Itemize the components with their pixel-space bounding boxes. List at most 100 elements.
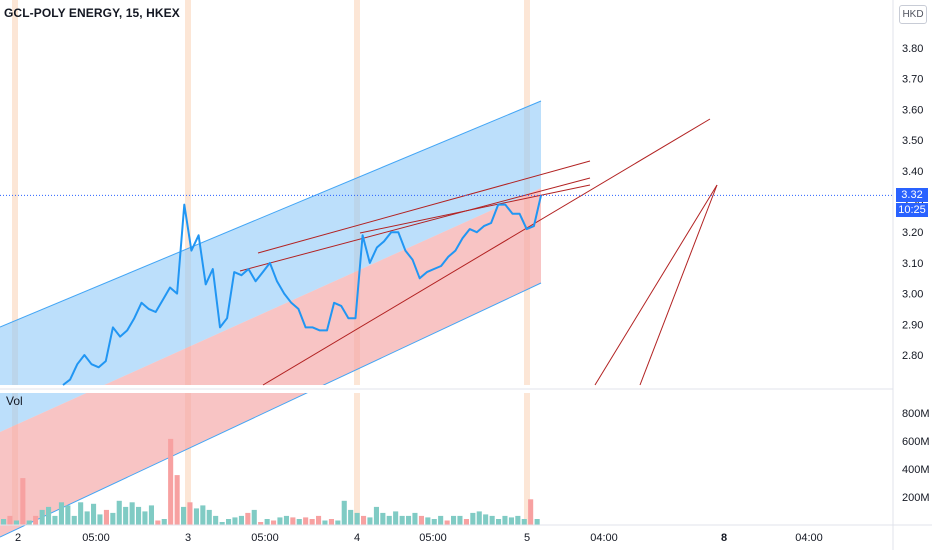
trendline-3	[594, 184, 718, 386]
volume-bar	[386, 515, 392, 525]
volume-bar	[296, 519, 302, 525]
volume-bar	[328, 519, 334, 525]
vol-tick-label: 200M	[902, 492, 930, 504]
volume-bar	[271, 520, 277, 525]
volume-bar	[232, 517, 238, 525]
x-tick-label: 05:00	[419, 532, 447, 544]
volume-bar	[142, 511, 148, 525]
volume-bar	[354, 512, 360, 525]
volume-bar	[316, 515, 322, 525]
y-tick-label: 2.90	[902, 319, 923, 331]
volume-bar	[251, 509, 257, 525]
volume-bar	[470, 512, 476, 525]
y-tick-label: 3.50	[902, 135, 923, 147]
volume-bar	[277, 517, 283, 525]
volume-bar	[1, 519, 7, 525]
vol-tick-label: 600M	[902, 436, 930, 448]
volume-bar	[116, 500, 122, 525]
volume-bar	[444, 520, 450, 525]
volume-bar	[309, 519, 315, 525]
channel-lower-fill	[0, 188, 541, 537]
volume-bar	[20, 478, 26, 525]
volume-bars	[1, 438, 540, 525]
volume-bar	[7, 515, 13, 525]
volume-bar	[181, 506, 187, 525]
volume-bar	[187, 502, 193, 525]
volume-bar	[508, 517, 514, 525]
volume-bar	[399, 515, 405, 525]
volume-bar	[457, 515, 463, 525]
volume-bar	[438, 515, 444, 525]
volume-bar	[521, 519, 527, 525]
trendline-5	[359, 184, 591, 234]
volume-bar	[91, 503, 97, 525]
volume-bar	[322, 520, 328, 525]
volume-bar	[412, 512, 418, 525]
volume-bar	[213, 515, 219, 525]
price-series-line	[62, 195, 542, 386]
y-tick-label: 3.60	[902, 104, 923, 116]
volume-bar	[245, 512, 251, 525]
chart-title: GCL-POLY ENERGY, 15, HKEX	[4, 6, 180, 20]
volume-bar	[71, 515, 77, 525]
volume-bar	[52, 515, 58, 525]
volume-bar	[110, 512, 116, 525]
volume-bar	[463, 519, 469, 525]
volume-bar	[39, 509, 45, 525]
y-tick-label: 3.40	[902, 166, 923, 178]
x-tick-label: 05:00	[82, 532, 110, 544]
volume-bar	[341, 500, 347, 525]
volume-bar	[425, 517, 431, 525]
volume-bar	[290, 517, 296, 525]
volume-bar	[97, 514, 103, 525]
volume-bar	[168, 438, 174, 525]
volume-bar	[406, 515, 412, 525]
volume-bar	[206, 509, 212, 525]
y-tick-label: 3.20	[902, 227, 923, 239]
volume-bar	[483, 514, 489, 525]
volume-bar	[335, 520, 341, 525]
volume-bar	[283, 515, 289, 525]
x-tick-label: 04:00	[795, 532, 823, 544]
volume-bar	[303, 517, 309, 525]
volume-bar	[367, 517, 373, 525]
volume-bar	[534, 519, 540, 525]
volume-bar	[161, 519, 167, 525]
volume-bar	[515, 515, 521, 525]
vol-tick-label: 800M	[902, 408, 930, 420]
session-highlight-0	[12, 0, 18, 525]
trendlines	[239, 118, 718, 386]
price-line	[0, 194, 893, 386]
x-tick-label: 04:00	[590, 532, 618, 544]
volume-bar	[13, 520, 19, 525]
x-tick-label: 05:00	[251, 532, 279, 544]
trendline-4	[639, 184, 718, 386]
volume-bar	[155, 520, 161, 525]
y-tick-label: 3.80	[902, 43, 923, 55]
volume-bar	[373, 506, 379, 525]
x-tick-label: 4	[354, 532, 360, 544]
volume-bar	[476, 511, 482, 525]
volume-bar	[238, 515, 244, 525]
volume-bar	[258, 522, 264, 525]
volume-bar	[148, 505, 154, 525]
countdown-badge: 10:25	[896, 203, 928, 217]
x-tick-label: 2	[15, 532, 21, 544]
y-tick-label: 2.80	[902, 350, 923, 362]
volume-bar	[78, 502, 84, 525]
volume-bar	[46, 506, 52, 525]
currency-button[interactable]: HKD	[899, 5, 927, 24]
last-price-badge: 3.32	[896, 188, 928, 202]
channel-lower-line	[0, 282, 542, 538]
volume-bar	[348, 509, 354, 525]
y-tick-label: 3.00	[902, 289, 923, 301]
volume-bar	[393, 511, 399, 525]
volume-bar	[528, 499, 534, 525]
volume-bar	[65, 505, 71, 525]
volume-bar	[174, 475, 180, 525]
volume-bar	[33, 515, 39, 525]
volume-bar	[380, 512, 386, 525]
volume-bar	[431, 519, 437, 525]
